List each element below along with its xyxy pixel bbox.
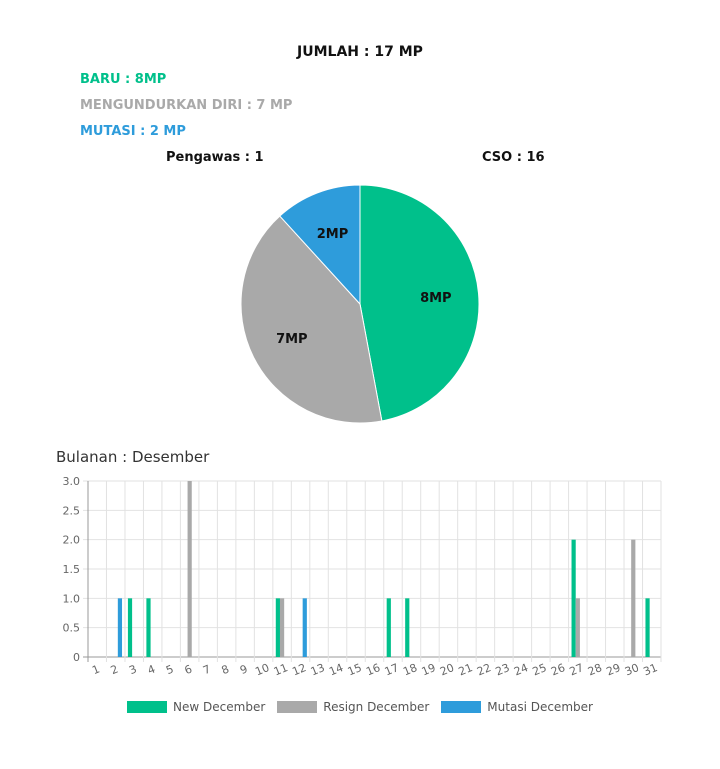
legend-swatch-resign <box>277 701 318 713</box>
legend-label-mutasi: Mutasi December <box>487 700 593 714</box>
x-tick-label: 14 <box>327 661 345 678</box>
pie-slice-0[interactable] <box>359 184 480 422</box>
y-tick-label: 2.5 <box>63 504 81 517</box>
y-tick-label: 1.5 <box>63 563 81 576</box>
bar-resign-27[interactable] <box>575 598 580 657</box>
x-tick-label: 25 <box>531 661 549 678</box>
x-tick-label: 3 <box>127 662 138 677</box>
x-tick-label: 10 <box>253 661 271 678</box>
x-tick-label: 30 <box>623 661 641 678</box>
x-tick-label: 27 <box>568 661 586 678</box>
legend-swatch-mutasi <box>441 701 482 713</box>
legend-item-new[interactable]: New December <box>127 700 265 714</box>
bar-new-11[interactable] <box>275 598 280 657</box>
bar-new-27[interactable] <box>571 539 576 657</box>
x-tick-label: 2 <box>109 662 120 677</box>
stat-mutasi: MUTASI : 2 MP <box>80 124 186 139</box>
pie-slice-label-2: 2MP <box>317 227 349 242</box>
pie-slice-label-1: 7MP <box>276 332 308 347</box>
x-tick-label: 11 <box>272 661 290 678</box>
x-tick-label: 15 <box>346 661 364 678</box>
x-tick-label: 9 <box>238 662 249 677</box>
x-tick-label: 19 <box>420 661 438 678</box>
bar-resign-11[interactable] <box>279 598 285 657</box>
bar-new-17[interactable] <box>386 598 391 657</box>
bar-chart-title: Bulanan : Desember <box>56 448 210 466</box>
bar-new-4[interactable] <box>146 598 151 657</box>
x-tick-label: 29 <box>605 661 623 678</box>
x-tick-label: 21 <box>457 661 475 678</box>
x-tick-label: 24 <box>512 661 530 678</box>
pie-slice-label-0: 8MP <box>420 291 452 306</box>
y-tick-label: 0 <box>73 651 80 664</box>
y-tick-label: 3.0 <box>63 475 81 488</box>
x-tick-label: 16 <box>364 661 382 678</box>
role-pengawas: Pengawas : 1 <box>166 150 264 165</box>
x-tick-label: 23 <box>494 661 512 678</box>
x-tick-label: 20 <box>438 661 456 678</box>
x-tick-label: 26 <box>549 661 567 678</box>
x-tick-label: 13 <box>309 661 327 678</box>
bar-resign-30[interactable] <box>631 539 636 657</box>
x-tick-label: 7 <box>201 662 212 677</box>
legend-item-resign[interactable]: Resign December <box>277 700 429 714</box>
bar-resign-6[interactable] <box>187 481 192 657</box>
x-tick-label: 4 <box>146 662 157 677</box>
x-tick-label: 18 <box>401 661 419 678</box>
bar-new-3[interactable] <box>127 598 133 657</box>
bar-new-18[interactable] <box>405 598 410 657</box>
y-tick-label: 2.0 <box>63 534 81 547</box>
legend-swatch-new <box>127 701 168 713</box>
x-tick-label: 12 <box>290 661 308 678</box>
x-tick-label: 8 <box>220 662 231 677</box>
y-tick-label: 0.5 <box>63 622 81 635</box>
bar-new-31[interactable] <box>645 598 650 657</box>
legend-label-resign: Resign December <box>323 700 430 714</box>
x-tick-label: 5 <box>164 662 175 677</box>
y-tick-label: 1.0 <box>63 592 81 605</box>
bar-legend: New December Resign December Mutasi Dece… <box>0 700 720 714</box>
x-tick-label: 17 <box>383 661 401 678</box>
legend-label-new: New December <box>173 700 266 714</box>
x-tick-label: 31 <box>642 661 660 678</box>
stat-baru: BARU : 8MP <box>80 72 167 87</box>
bar-chart: 00.51.01.52.02.53.01 2 3 4 5 6 7 8 9 10 11 12 13 14 15… <box>63 475 662 678</box>
bar-mutasi-12[interactable] <box>302 598 307 657</box>
pie-slice-1[interactable] <box>240 215 383 424</box>
total-title: JUMLAH : 17 MP <box>297 44 423 60</box>
bar-mutasi-2[interactable] <box>117 598 123 657</box>
legend-item-mutasi[interactable]: Mutasi December <box>441 700 593 714</box>
x-tick-label: 28 <box>586 661 604 678</box>
pie-chart: 8MP 7MP 2MP <box>240 184 480 424</box>
stat-resign: MENGUNDURKAN DIRI : 7 MP <box>80 98 293 113</box>
role-cso: CSO : 16 <box>482 150 545 165</box>
x-tick-label: 22 <box>475 661 493 678</box>
x-tick-label: 1 <box>90 662 101 677</box>
pie-slice-2[interactable] <box>279 184 361 306</box>
x-tick-label: 6 <box>183 662 194 677</box>
